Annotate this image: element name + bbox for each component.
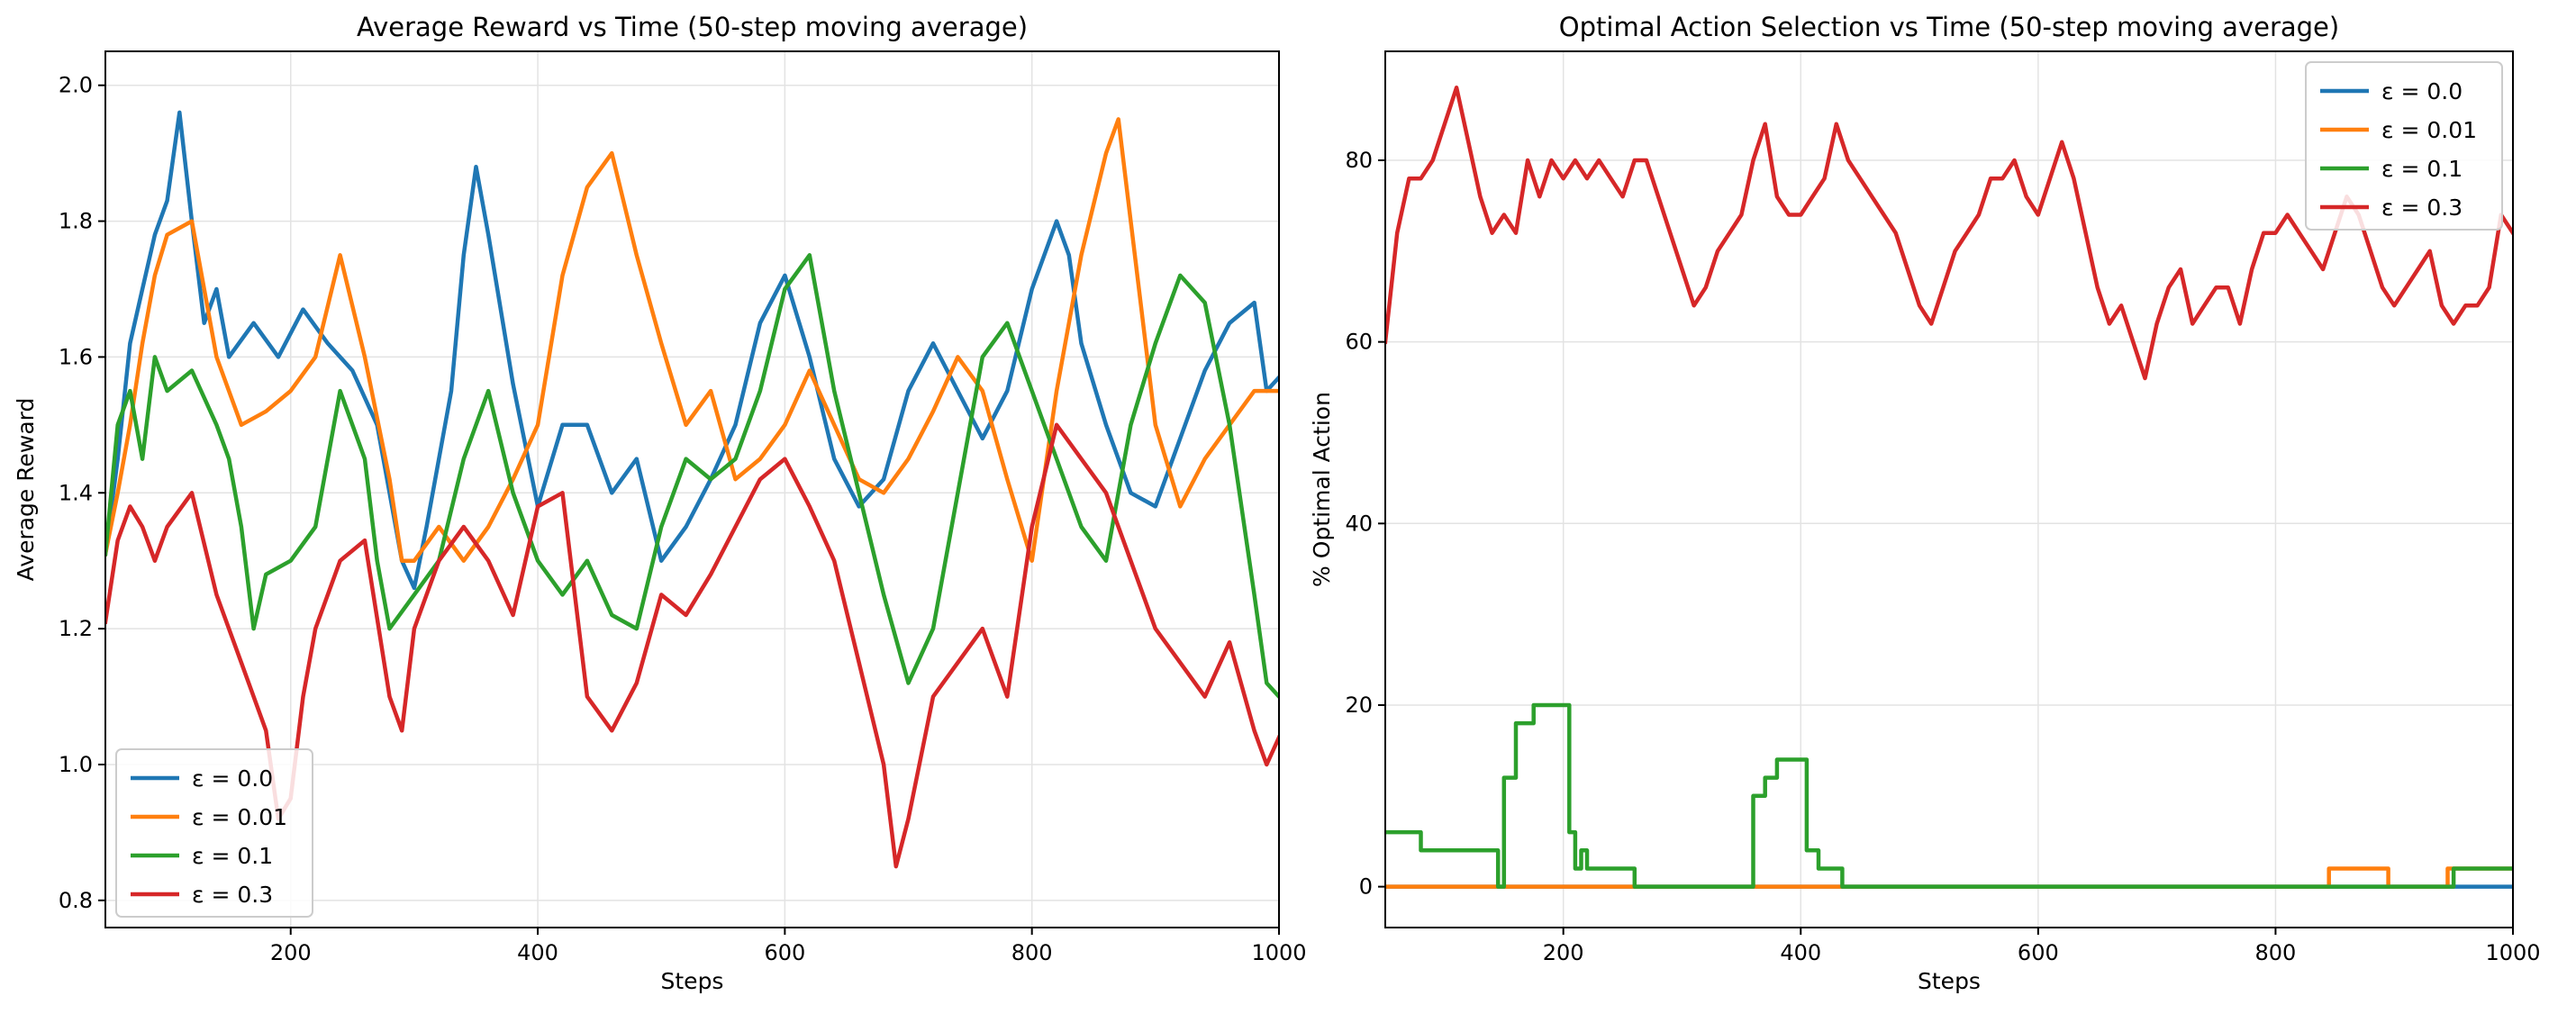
x-tick-label: 1000 <box>2485 940 2540 965</box>
legend-label: ε = 0.01 <box>192 804 287 830</box>
legend: ε = 0.0 ε = 0.01 ε = 0.1 ε = 0.3 <box>115 748 313 918</box>
legend-label: ε = 0.1 <box>2381 156 2463 182</box>
y-tick-label: 2.0 <box>59 73 93 98</box>
y-tick-label: 1.8 <box>59 209 93 234</box>
series-group <box>1385 86 2513 889</box>
legend-box <box>2305 61 2503 231</box>
series-line-1 <box>105 117 1279 563</box>
x-tick-label: 200 <box>1543 940 1584 965</box>
y-axis-label: % Optimal Action <box>1309 392 1335 587</box>
x-tick-label: 400 <box>517 940 558 965</box>
y-tick-label: 1.0 <box>59 752 93 777</box>
y-tick-label: 0.8 <box>59 888 93 913</box>
legend-box <box>115 748 313 918</box>
legend: ε = 0.0 ε = 0.01 ε = 0.1 ε = 0.3 <box>2305 61 2503 231</box>
series-line-3 <box>1385 86 2513 381</box>
x-tick-label: 400 <box>1780 940 1821 965</box>
optimal-action-chart: 200 400 600 800 1000 0 20 40 60 80 Optimal Action … <box>1309 12 2541 994</box>
x-tick-label: 1000 <box>1251 940 1306 965</box>
x-axis-label: Steps <box>1918 968 1981 994</box>
series-group <box>105 110 1279 869</box>
axes-frame <box>1384 50 2514 928</box>
chart-title: Optimal Action Selection vs Time (50-ste… <box>1559 12 2339 42</box>
y-tick-label: 80 <box>1345 148 1373 173</box>
y-tick-label: 1.6 <box>59 344 93 369</box>
reward-chart: 200 400 600 800 1000 0.8 1.0 1.2 1.4 1.6 1.8 2.0 Ave… <box>13 12 1307 994</box>
series-line-0 <box>105 110 1279 591</box>
y-axis-label: Average Reward <box>13 398 39 582</box>
axes-frame <box>104 50 1280 928</box>
y-tick-label: 0 <box>1359 874 1373 900</box>
legend-label: ε = 0.01 <box>2381 117 2477 143</box>
x-tick-label: 600 <box>764 940 805 965</box>
y-tick-label: 1.4 <box>59 480 93 505</box>
series-line-2 <box>1385 702 2513 889</box>
series-line-2 <box>105 253 1279 700</box>
x-axis-label: Steps <box>661 968 724 994</box>
x-tick-label: 600 <box>2018 940 2059 965</box>
legend-label: ε = 0.0 <box>2381 78 2463 104</box>
x-tick-label: 200 <box>270 940 312 965</box>
x-tick-label: 800 <box>2255 940 2297 965</box>
y-tick-label: 60 <box>1345 330 1373 355</box>
y-tick-label: 1.2 <box>59 616 93 641</box>
legend-label: ε = 0.3 <box>192 882 273 908</box>
chart-title: Average Reward vs Time (50-step moving a… <box>357 12 1028 42</box>
legend-label: ε = 0.0 <box>192 765 273 792</box>
y-tick-label: 20 <box>1345 693 1373 718</box>
legend-label: ε = 0.1 <box>192 843 273 869</box>
x-tick-label: 800 <box>1011 940 1053 965</box>
legend-label: ε = 0.3 <box>2381 195 2463 221</box>
series-line-3 <box>105 422 1279 869</box>
y-tick-label: 40 <box>1345 511 1373 536</box>
